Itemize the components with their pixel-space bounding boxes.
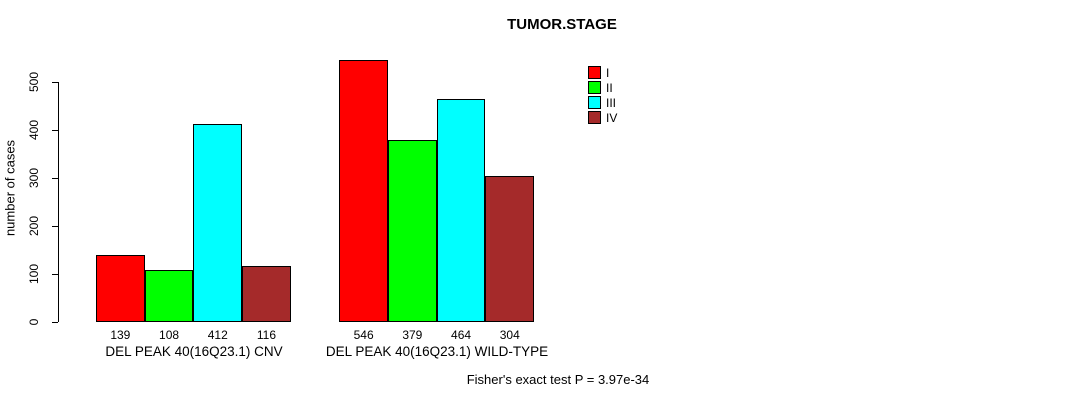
y-tick-mark xyxy=(52,225,58,227)
legend: I II III IV xyxy=(588,65,617,125)
bar-ii-group2 xyxy=(388,140,437,322)
y-tick-label: 0 xyxy=(27,318,41,326)
legend-swatch-iv xyxy=(588,111,601,124)
chart-title: TUMOR.STAGE xyxy=(507,16,617,33)
legend-label: III xyxy=(606,95,617,110)
bar-value-label: 412 xyxy=(207,328,228,342)
bar-iii-group1 xyxy=(193,124,243,322)
group-label-wild-type: DEL PEAK 40(16Q23.1) WILD-TYPE xyxy=(325,344,549,359)
y-axis-label: number of cases xyxy=(2,139,18,237)
fisher-test-annotation: Fisher's exact test P = 3.97e-34 xyxy=(466,372,650,387)
bar-value-label: 116 xyxy=(256,328,277,342)
y-tick-mark xyxy=(52,81,58,83)
y-tick-label: 500 xyxy=(27,71,41,93)
bar-value-label: 108 xyxy=(159,328,180,342)
bar-iii-group2 xyxy=(436,99,486,322)
legend-item-iii: III xyxy=(588,95,617,110)
y-tick-mark xyxy=(52,129,58,131)
y-tick-label: 300 xyxy=(27,167,41,189)
bar-ii-group1 xyxy=(144,270,194,322)
group-label-cnv: DEL PEAK 40(16Q23.1) CNV xyxy=(105,344,283,359)
y-tick-mark xyxy=(52,321,58,323)
legend-label: II xyxy=(606,80,613,95)
y-tick-label: 100 xyxy=(27,263,41,285)
bar-iv-group1 xyxy=(242,266,291,322)
legend-item-iv: IV xyxy=(588,110,617,125)
y-tick-mark xyxy=(52,273,58,275)
legend-label: IV xyxy=(606,110,618,125)
bar-iv-group2 xyxy=(485,176,535,322)
bar-value-label: 546 xyxy=(353,328,374,342)
y-axis-line xyxy=(58,82,59,322)
y-tick-label: 200 xyxy=(27,215,41,237)
legend-item-i: I xyxy=(588,65,617,80)
bar-value-label: 464 xyxy=(451,328,472,342)
legend-swatch-i xyxy=(588,66,601,79)
legend-swatch-ii xyxy=(588,81,601,94)
y-tick-mark xyxy=(52,177,58,179)
bar-value-label: 304 xyxy=(499,328,520,342)
bar-value-label: 379 xyxy=(402,328,423,342)
legend-item-ii: II xyxy=(588,80,617,95)
bar-value-label: 139 xyxy=(110,328,131,342)
legend-label: I xyxy=(606,65,610,80)
legend-swatch-iii xyxy=(588,96,601,109)
bar-i-group1 xyxy=(96,255,145,322)
y-tick-label: 400 xyxy=(27,119,41,141)
bar-i-group2 xyxy=(339,59,388,322)
